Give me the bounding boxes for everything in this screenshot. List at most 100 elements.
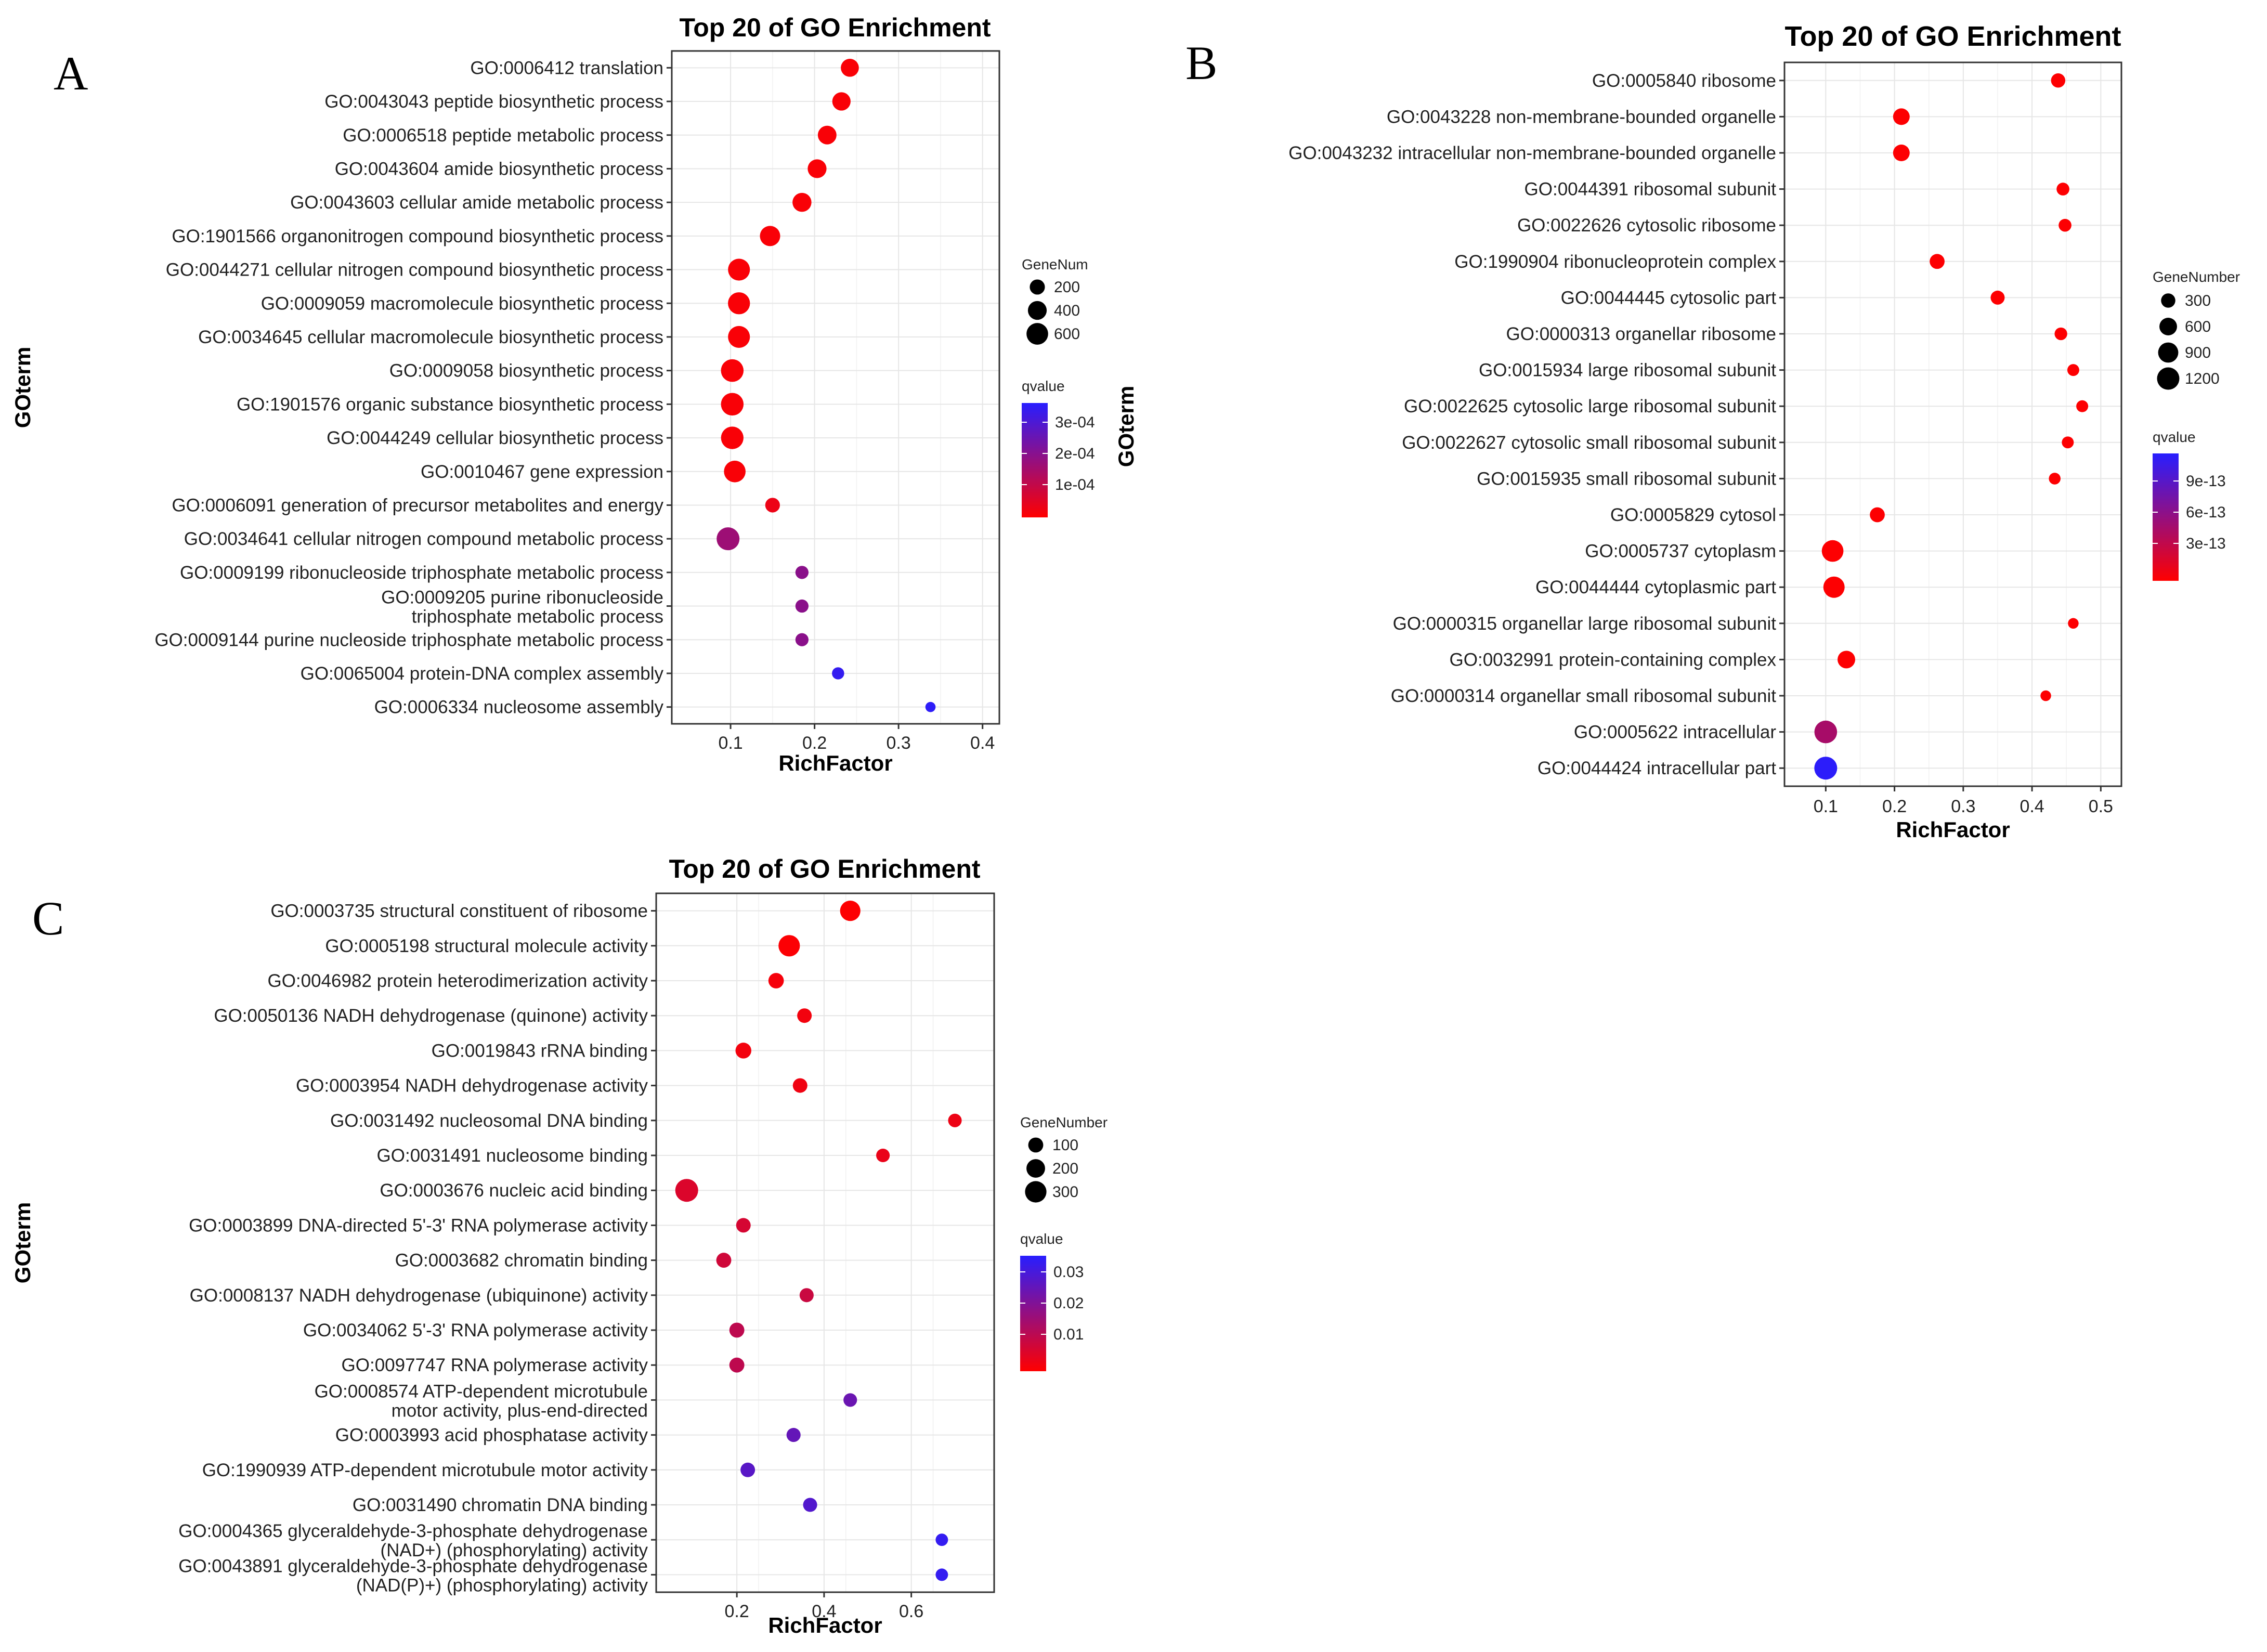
y-tick-label: GO:0000314 organellar small ribosomal su… [1391,686,1777,706]
data-point [832,92,851,111]
data-point [2076,400,2089,412]
data-point [840,901,861,921]
size-legend-dot [2158,342,2179,363]
y-tick-label: GO:0003899 DNA-directed 5'-3' RNA polyme… [189,1215,648,1235]
size-legend-title: GeneNumber [1020,1114,1108,1130]
chart-b: Top 20 of GO Enrichment 0.1 0.2 0.3 0.4 0.5 Ri… [1114,21,2240,842]
size-legend-title: GeneNum [1022,256,1088,272]
data-point [1893,145,1910,161]
y-tick-label: GO:0044424 intracellular part [1538,758,1776,778]
color-legend-label: 1e-04 [1055,476,1095,493]
size-legend-dot [2159,318,2177,335]
data-point [2058,218,2071,232]
y-axis-label: GOterm [10,1202,35,1283]
data-point [799,1288,814,1303]
y-tick-label: GO:0006091 generation of precursor metab… [172,495,663,515]
y-tick-label-line: GO:0004365 glyceraldehyde-3-phosphate de… [178,1521,648,1541]
panel-c: C Top 20 of GO Enrichment 0.2 0.4 0.6 RichFa… [0,832,1144,1652]
data-point [935,1568,948,1581]
y-tick-label: GO:0003993 acid phosphatase activity [335,1425,648,1446]
y-tick-label: GO:0006518 peptide metabolic process [343,125,663,146]
chart-title: Top 20 of GO Enrichment [679,13,991,42]
y-tick-label: GO:0031490 chromatin DNA binding [353,1495,648,1515]
y-tick-label: GO:0006334 nucleosome assembly [374,697,664,718]
data-point [1814,720,1838,744]
y-tick-label-line: GO:0043891 glyceraldehyde-3-phosphate de… [178,1556,648,1576]
y-tick-label: GO:0003954 NADH dehydrogenase activity [296,1076,648,1096]
y-tick-label: GO:0009205 purine ribonucleoside triphosp… [381,588,663,627]
color-legend-label: 3e-04 [1055,414,1095,431]
size-legend-title: GeneNumber [2153,269,2240,285]
data-point [728,258,750,281]
y-tick-label: GO:0005840 ribosome [1592,71,1776,91]
y-tick-label: GO:0022626 cytosolic ribosome [1517,215,1776,236]
size-legend-dot [2161,293,2175,308]
data-point [675,1179,698,1202]
y-tick-label: GO:1901566 organonitrogen compound biosy… [172,226,663,246]
color-legend-bar [1020,1256,1046,1371]
x-tick-label: 0.1 [718,733,742,753]
data-point [795,633,809,646]
size-legend-label: 1200 [2185,370,2220,387]
data-point [935,1533,948,1546]
data-point [2062,436,2074,449]
panel-letter-a: A [54,47,88,100]
y-tick-label: GO:0005829 cytosol [1610,505,1776,525]
x-tick-label: 0.4 [812,1602,836,1621]
data-point [765,498,780,513]
y-tick-label: GO:0015934 large ribosomal subunit [1479,360,1776,381]
data-point [1838,651,1855,669]
data-point [721,393,744,416]
x-tick-label: 0.2 [802,733,827,753]
color-legend-title: qvalue [1022,378,1065,394]
color-legend-label: 0.03 [1053,1264,1084,1281]
y-tick-label: GO:0044445 cytosolic part [1561,288,1777,308]
plot-area [1784,62,2121,786]
y-tick-label: GO:0008137 NADH dehydrogenase (ubiquinon… [190,1285,648,1306]
color-legend-label: 3e-13 [2186,535,2226,552]
data-point [740,1462,755,1477]
data-point [2056,183,2069,196]
y-tick-label: GO:0043043 peptide biosynthetic process [324,92,663,112]
y-tick-label: GO:0043604 amide biosynthetic process [335,159,663,179]
data-point [797,1008,812,1023]
size-legend-dot [1030,279,1045,295]
y-tick-label: GO:0015935 small ribosomal subunit [1477,469,1776,489]
color-legend-bar [1022,403,1048,517]
data-point [925,701,936,712]
data-point [735,1043,751,1059]
y-tick-label-line: triphosphate metabolic process [412,607,663,627]
data-point [768,973,784,988]
panel-letter-b: B [1185,36,1218,89]
y-tick-label: GO:0031491 nucleosome binding [377,1146,648,1166]
data-point [1814,757,1838,780]
data-point [728,326,750,348]
data-point [728,292,750,315]
size-legend-label: 200 [1052,1160,1078,1177]
size-legend-dot [1028,1137,1044,1153]
y-tick-label: GO:0032991 protein-containing complex [1450,649,1777,670]
x-tick-label: 0.5 [2089,797,2113,816]
size-legend-label: 300 [2185,292,2211,309]
plot-area [672,51,999,724]
size-legend-dot [2157,367,2180,390]
data-point [807,159,827,178]
data-point [760,226,780,246]
data-point [1823,576,1845,598]
size-legend-dot [1027,301,1047,320]
y-tick-label: GO:0031492 nucleosomal DNA binding [330,1111,648,1131]
data-point [729,1357,745,1373]
size-legend-label: 100 [1052,1137,1078,1154]
x-axis-label: RichFactor [768,1613,882,1637]
data-point [736,1218,751,1233]
size-legend-label: 300 [1052,1183,1078,1201]
y-tick-label: GO:1990939 ATP-dependent microtubule mot… [202,1460,648,1480]
y-tick-label: GO:0043232 intracellular non-membrane-bo… [1288,143,1776,163]
data-point [1893,108,1910,125]
size-legend-dot [1026,1159,1045,1178]
y-tick-label: GO:0043228 non-membrane-bounded organell… [1387,107,1776,127]
panel-a: A Top 20 of GO Enrichment 0.1 0.2 0.3 0.4 Ric… [0,0,1095,811]
y-tick-label-line: (NAD(P)+) (phosphorylating) activity [356,1575,648,1595]
data-point [716,1253,732,1268]
size-legend-label: 400 [1054,302,1080,319]
